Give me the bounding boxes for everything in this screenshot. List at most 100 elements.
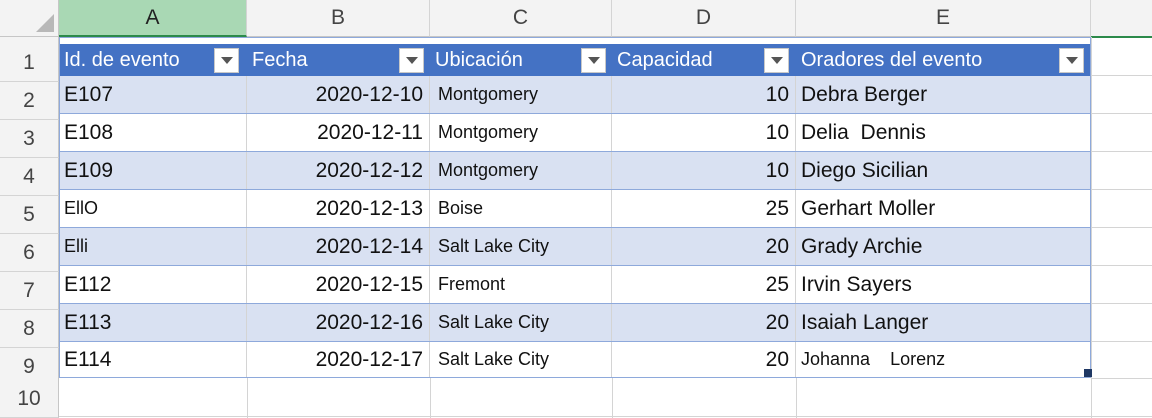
table-row: E114 2020-12-17 Salt Lake City 20 Johanna Lo… bbox=[59, 342, 1091, 378]
column-header-f[interactable] bbox=[1091, 0, 1152, 37]
row-header-2[interactable]: 2 bbox=[0, 82, 59, 120]
gridline bbox=[1091, 378, 1152, 379]
cell-capacidad[interactable]: 10 bbox=[612, 152, 796, 189]
cell-ubicacion[interactable]: Salt Lake City bbox=[430, 342, 612, 377]
cell-id[interactable]: E113 bbox=[59, 304, 247, 341]
column-header-e[interactable]: E bbox=[796, 0, 1091, 37]
selection-indicator bbox=[1091, 36, 1152, 38]
gridline bbox=[1091, 75, 1152, 76]
row-header-8[interactable]: 8 bbox=[0, 310, 59, 348]
header-label-ubicacion: Ubicación bbox=[435, 48, 523, 71]
cell-ubicacion[interactable]: Salt Lake City bbox=[430, 304, 612, 341]
cell-fecha[interactable]: 2020-12-17 bbox=[247, 342, 430, 377]
row-header-4[interactable]: 4 bbox=[0, 158, 59, 196]
cell-fecha[interactable]: 2020-12-15 bbox=[247, 266, 430, 303]
gridline bbox=[59, 416, 1152, 417]
filter-dropdown-ubicacion[interactable] bbox=[581, 48, 606, 73]
cell-oradores[interactable]: Irvin Sayers bbox=[796, 266, 1091, 303]
empty-row-10 bbox=[59, 380, 1152, 418]
table-resize-handle[interactable] bbox=[1084, 369, 1092, 377]
cell-oradores[interactable]: Gerhart Moller bbox=[796, 190, 1091, 227]
cell-capacidad[interactable]: 10 bbox=[612, 76, 796, 113]
header-label-capacidad: Capacidad bbox=[617, 48, 713, 71]
header-cell-id[interactable]: Id. de evento bbox=[59, 44, 247, 76]
cell-capacidad[interactable]: 20 bbox=[612, 228, 796, 265]
cell-id[interactable]: E109 bbox=[59, 152, 247, 189]
row-header-3[interactable]: 3 bbox=[0, 120, 59, 158]
chevron-down-icon bbox=[770, 57, 783, 64]
cell-ubicacion[interactable]: Montgomery bbox=[430, 152, 612, 189]
cell-id[interactable]: E114 bbox=[59, 342, 247, 377]
row-header-gap bbox=[0, 37, 59, 44]
header-cell-capacidad[interactable]: Capacidad bbox=[612, 44, 796, 76]
table-row: EllO 2020-12-13 Boise 25 Gerhart Moller bbox=[59, 190, 1091, 228]
gridline bbox=[1091, 113, 1152, 114]
row-header-6[interactable]: 6 bbox=[0, 234, 59, 272]
cell-id[interactable]: Elli bbox=[59, 228, 247, 265]
cell-capacidad[interactable]: 20 bbox=[612, 304, 796, 341]
select-all-corner[interactable] bbox=[0, 0, 59, 37]
cell-fecha[interactable]: 2020-12-10 bbox=[247, 76, 430, 113]
header-cell-fecha[interactable]: Fecha bbox=[247, 44, 430, 76]
row-header-7[interactable]: 7 bbox=[0, 272, 59, 310]
cell-capacidad[interactable]: 20 bbox=[612, 342, 796, 377]
cell-id[interactable]: E112 bbox=[59, 266, 247, 303]
gridline bbox=[1091, 151, 1152, 152]
filter-dropdown-oradores[interactable] bbox=[1059, 48, 1084, 73]
column-header-c[interactable]: C bbox=[430, 0, 612, 37]
cell-fecha[interactable]: 2020-12-11 bbox=[247, 114, 430, 151]
table-header-row: Id. de evento Fecha Ubicación Capacidad … bbox=[59, 44, 1091, 76]
table-row: Elli 2020-12-14 Salt Lake City 20 Grady Arch… bbox=[59, 228, 1091, 266]
gridline bbox=[430, 378, 431, 418]
cell-fecha[interactable]: 2020-12-14 bbox=[247, 228, 430, 265]
gridline bbox=[1091, 303, 1152, 304]
gridline bbox=[1091, 341, 1152, 342]
filter-dropdown-id[interactable] bbox=[214, 48, 239, 73]
cell-id[interactable]: E107 bbox=[59, 76, 247, 113]
cell-capacidad[interactable]: 25 bbox=[612, 190, 796, 227]
cell-capacidad[interactable]: 25 bbox=[612, 266, 796, 303]
table-row: E112 2020-12-15 Fremont 25 Irvin Sayers bbox=[59, 266, 1091, 304]
row-header-1[interactable]: 1 bbox=[0, 44, 59, 82]
table-row: E109 2020-12-12 Montgomery 10 Diego Sicilian bbox=[59, 152, 1091, 190]
cell-capacidad[interactable]: 10 bbox=[612, 114, 796, 151]
cell-id[interactable]: EllO bbox=[59, 190, 247, 227]
cell-ubicacion[interactable]: Salt Lake City bbox=[430, 228, 612, 265]
header-label-oradores: Oradores del evento bbox=[801, 48, 983, 71]
chevron-down-icon bbox=[405, 57, 418, 64]
column-header-a[interactable]: A bbox=[59, 0, 247, 37]
header-label-id: Id. de evento bbox=[64, 48, 180, 71]
chevron-down-icon bbox=[587, 57, 600, 64]
filter-dropdown-capacidad[interactable] bbox=[764, 48, 789, 73]
cell-oradores[interactable]: Diego Sicilian bbox=[796, 152, 1091, 189]
cell-ubicacion[interactable]: Montgomery bbox=[430, 76, 612, 113]
cell-oradores[interactable]: Debra Berger bbox=[796, 76, 1091, 113]
cell-fecha[interactable]: 2020-12-13 bbox=[247, 190, 430, 227]
table-row: E107 2020-12-10 Montgomery 10 Debra Berger bbox=[59, 76, 1091, 114]
filter-dropdown-fecha[interactable] bbox=[399, 48, 424, 73]
row-header-5[interactable]: 5 bbox=[0, 196, 59, 234]
select-all-triangle-icon bbox=[36, 14, 54, 32]
cell-fecha[interactable]: 2020-12-12 bbox=[247, 152, 430, 189]
cell-ubicacion[interactable]: Boise bbox=[430, 190, 612, 227]
cell-ubicacion[interactable]: Montgomery bbox=[430, 114, 612, 151]
table-row: E113 2020-12-16 Salt Lake City 20 Isaiah Lan… bbox=[59, 304, 1091, 342]
column-header-b[interactable]: B bbox=[247, 0, 430, 37]
chevron-down-icon bbox=[220, 57, 233, 64]
gridline bbox=[1091, 189, 1152, 190]
row-header-10[interactable]: 10 bbox=[0, 380, 59, 418]
gridline bbox=[612, 378, 613, 418]
header-cell-oradores[interactable]: Oradores del evento bbox=[796, 44, 1091, 76]
cell-oradores[interactable]: Johanna Lorenz bbox=[796, 342, 1091, 377]
column-header-d[interactable]: D bbox=[612, 0, 796, 37]
cell-id[interactable]: E108 bbox=[59, 114, 247, 151]
cell-oradores[interactable]: Grady Archie bbox=[796, 228, 1091, 265]
cell-ubicacion[interactable]: Fremont bbox=[430, 266, 612, 303]
cell-oradores[interactable]: Delia Dennis bbox=[796, 114, 1091, 151]
row-header-9[interactable]: 9 bbox=[0, 348, 59, 386]
header-label-fecha: Fecha bbox=[252, 48, 308, 71]
cell-oradores[interactable]: Isaiah Langer bbox=[796, 304, 1091, 341]
header-cell-ubicacion[interactable]: Ubicación bbox=[430, 44, 612, 76]
cell-fecha[interactable]: 2020-12-16 bbox=[247, 304, 430, 341]
